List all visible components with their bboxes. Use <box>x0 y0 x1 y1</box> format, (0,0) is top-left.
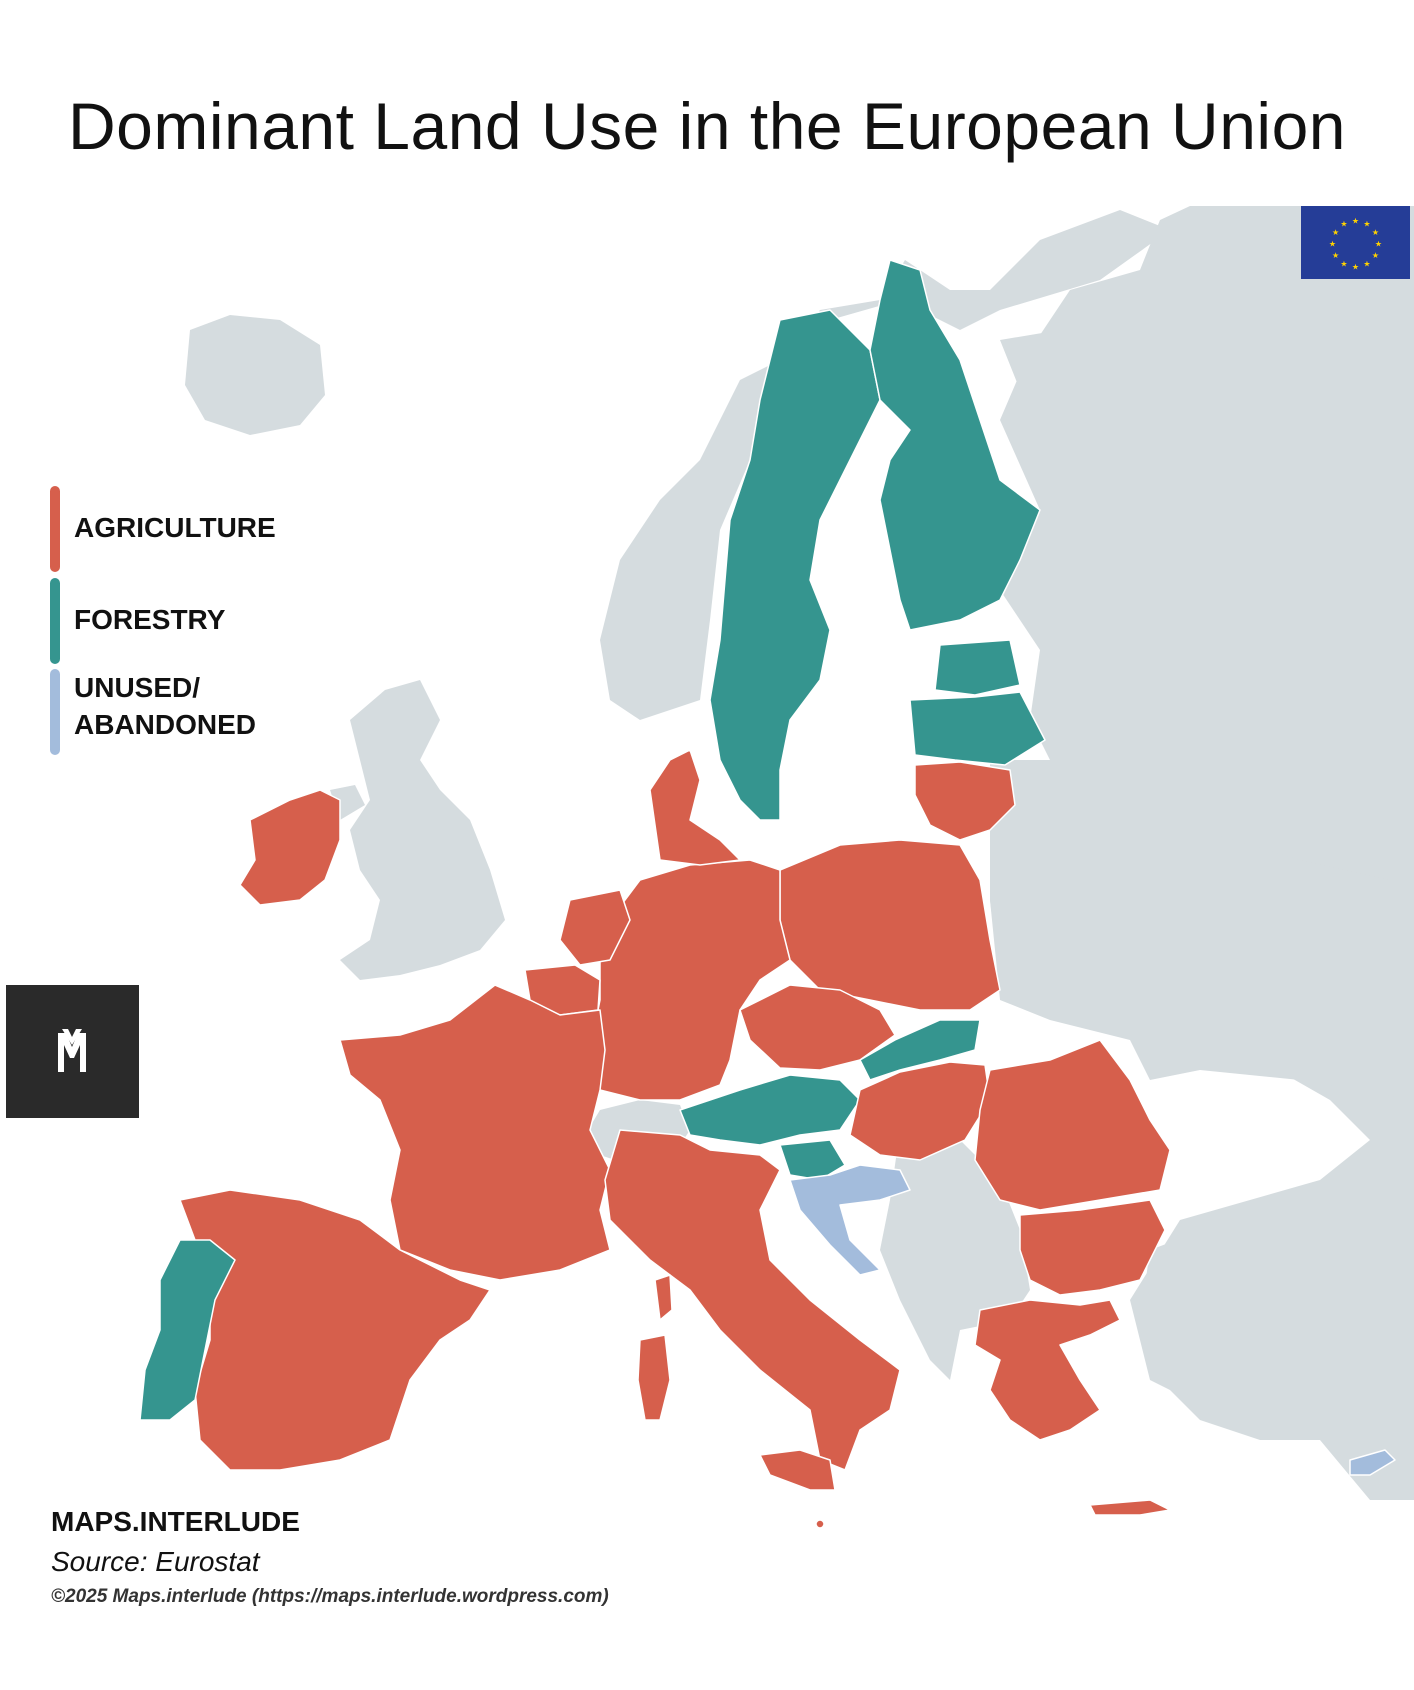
country-ireland <box>239 789 341 906</box>
legend-label-agriculture-0: AGRICULTURE <box>74 512 276 543</box>
country-sweden <box>709 309 881 821</box>
country-cyprus <box>1349 1449 1396 1476</box>
country-denmark <box>649 749 741 866</box>
country-greece <box>974 1299 1121 1441</box>
eu-star-icon: ★ <box>1340 220 1347 229</box>
country-corsica <box>654 1274 673 1321</box>
eu-star-icon: ★ <box>1332 251 1339 260</box>
great-britain <box>340 680 505 980</box>
country-sardinia <box>637 1334 671 1421</box>
eu-flag-icon: ★ ★★★★★★★★★★★ <box>1301 206 1410 279</box>
legend-label-unused-1: ABANDONED <box>74 709 256 740</box>
country-czechia <box>739 984 896 1071</box>
country-bulgaria <box>1019 1199 1166 1296</box>
country-estonia <box>934 639 1021 696</box>
country-romania <box>974 1039 1171 1211</box>
map-title: Dominant Land Use in the European Union <box>68 89 1346 163</box>
country-crete <box>1089 1499 1171 1516</box>
eu-star-icon: ★ <box>1372 228 1379 237</box>
kola-peninsula <box>1000 330 1120 410</box>
country-spain <box>179 1189 491 1471</box>
eu-star-icon: ★ <box>1352 263 1359 272</box>
country-poland <box>779 839 1001 1011</box>
country-netherlands <box>559 889 631 966</box>
country-slovenia <box>779 1139 846 1181</box>
norway <box>600 210 1170 720</box>
legend-swatch-agriculture <box>50 486 60 572</box>
eu-star-icon: ★ <box>1329 240 1336 249</box>
eu-star-icon: ★ <box>1372 251 1379 260</box>
eu-countries <box>139 259 1396 1529</box>
country-slovakia <box>859 1019 981 1081</box>
country-croatia <box>789 1164 911 1276</box>
country-austria <box>679 1074 861 1146</box>
legend-swatch-forestry <box>50 578 60 664</box>
legend-label-forestry-0: FORESTRY <box>74 604 226 635</box>
country-finland <box>869 259 1041 631</box>
country-germany <box>589 859 791 1101</box>
eu-star-icon: ★ <box>1352 217 1359 226</box>
credit-brand: MAPS.INTERLUDE <box>51 1506 300 1537</box>
eu-star-icon: ★ <box>1363 260 1370 269</box>
turkey <box>1140 1200 1414 1500</box>
country-malta <box>815 1519 825 1529</box>
country-portugal <box>139 1239 236 1421</box>
eu-star-icon: ★ <box>1340 260 1347 269</box>
credit-source: Source: Eurostat <box>51 1546 260 1577</box>
m-logo-icon <box>58 1029 86 1072</box>
country-sicily <box>759 1449 836 1491</box>
credit-copyright: ©2025 Maps.interlude (https://maps.inter… <box>51 1586 609 1607</box>
country-france <box>339 984 611 1281</box>
country-latvia <box>909 691 1046 766</box>
ukraine-belarus <box>990 760 1414 1100</box>
country-hungary <box>849 1061 991 1161</box>
country-lithuania <box>914 761 1016 841</box>
legend-label-unused-0: UNUSED/ <box>74 672 201 703</box>
legend-swatch-unused <box>50 669 60 755</box>
eu-flag-stars: ★ ★★★★★★★★★★★ <box>1329 217 1382 272</box>
maps-interlude-logo <box>6 985 139 1118</box>
eu-star-icon: ★ <box>1375 240 1382 249</box>
eu-star-icon: ★ <box>1363 220 1370 229</box>
eu-star-icon: ★ <box>1332 228 1339 237</box>
iceland <box>185 315 325 435</box>
